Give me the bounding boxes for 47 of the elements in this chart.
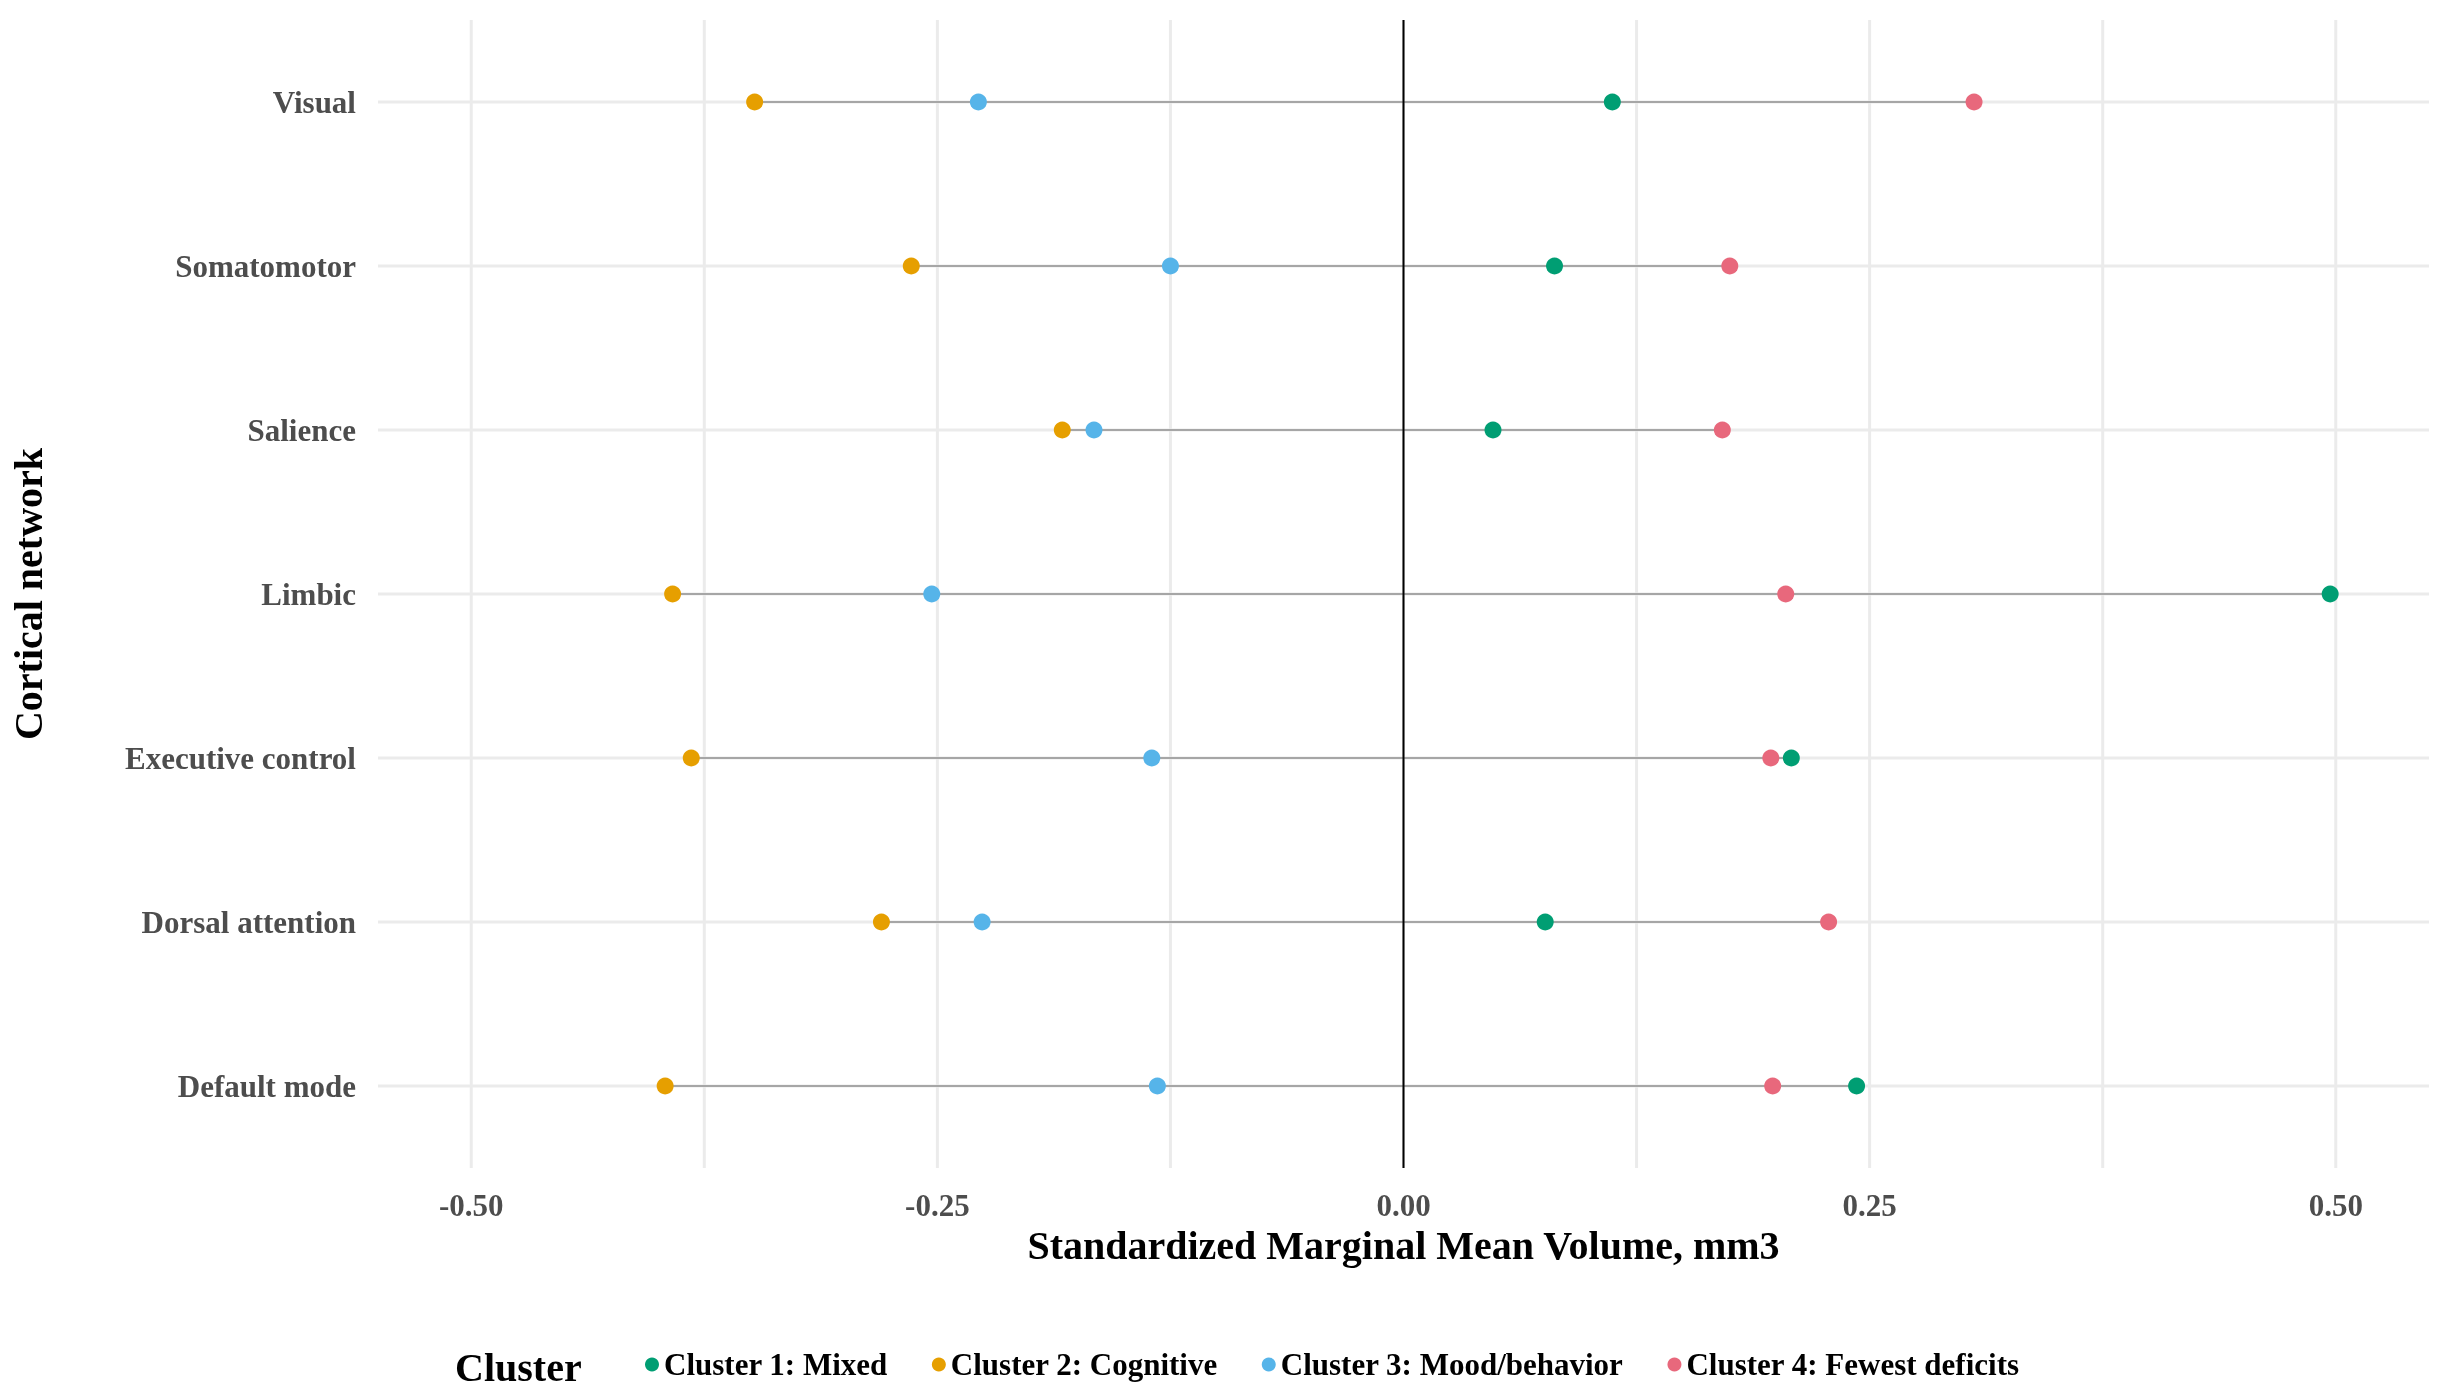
- x-tick-label: 0.00: [1376, 1188, 1431, 1223]
- point: [656, 1077, 674, 1095]
- point: [969, 93, 987, 111]
- y-tick-label: Salience: [247, 412, 356, 448]
- point: [1484, 421, 1502, 439]
- point: [1053, 421, 1071, 439]
- y-tick-label: Dorsal attention: [141, 904, 356, 940]
- point: [1820, 913, 1838, 931]
- point: [1848, 1077, 1866, 1095]
- legend-title: Cluster: [455, 1344, 582, 1390]
- legend-label: Cluster 4: Fewest deficits: [1686, 1347, 2020, 1382]
- x-tick-label: -0.50: [438, 1188, 504, 1223]
- point: [1965, 93, 1983, 111]
- point: [872, 913, 890, 931]
- point: [2321, 585, 2339, 603]
- x-tick-label: -0.25: [905, 1188, 970, 1223]
- point: [746, 93, 764, 111]
- point: [923, 585, 941, 603]
- legend-label: Cluster 1: Mixed: [664, 1347, 888, 1382]
- point: [1148, 1077, 1166, 1095]
- point: [1721, 257, 1739, 275]
- y-axis-title: Cortical network: [5, 447, 51, 741]
- point: [1161, 257, 1179, 275]
- point: [1603, 93, 1621, 111]
- point: [1536, 913, 1554, 931]
- point: [1777, 585, 1795, 603]
- y-tick-label: Limbic: [261, 576, 356, 612]
- x-axis-title: Standardized Marginal Mean Volume, mm3: [1027, 1223, 1780, 1269]
- x-tick-label: 0.50: [2308, 1188, 2363, 1223]
- y-tick-label: Visual: [272, 84, 357, 120]
- legend-label: Cluster 3: Mood/behavior: [1280, 1347, 1624, 1382]
- point: [1762, 749, 1780, 767]
- point: [1782, 749, 1800, 767]
- point: [682, 749, 700, 767]
- y-tick-label: Somatomotor: [175, 248, 357, 284]
- y-tick-label: Executive control: [124, 740, 357, 776]
- point: [973, 913, 991, 931]
- point: [1546, 257, 1564, 275]
- legend-label: Cluster 2: Cognitive: [950, 1347, 1218, 1382]
- y-tick-label: Default mode: [177, 1068, 356, 1104]
- point: [1143, 749, 1161, 767]
- point: [664, 585, 682, 603]
- point: [902, 257, 920, 275]
- point: [1713, 421, 1731, 439]
- point: [1085, 421, 1103, 439]
- point: [1764, 1077, 1782, 1095]
- x-tick-label: 0.25: [1842, 1188, 1897, 1223]
